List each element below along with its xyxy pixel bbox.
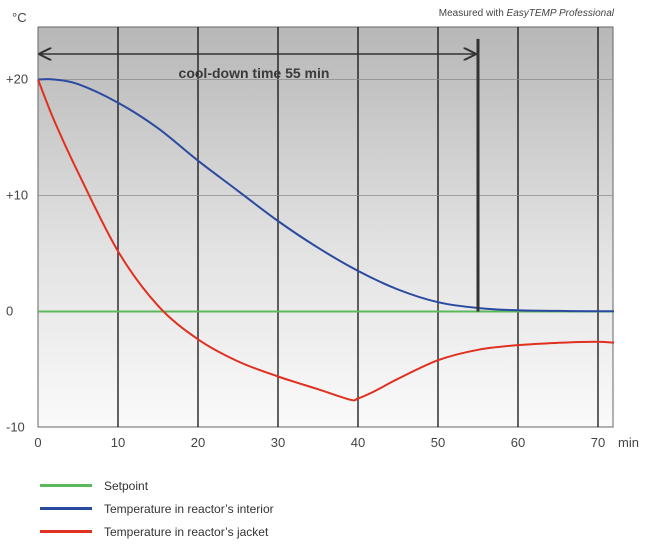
x-tick-label: 40 xyxy=(351,435,365,450)
y-tick-label: -10 xyxy=(6,420,25,435)
y-tick-label: +10 xyxy=(6,188,28,203)
series-lines xyxy=(37,78,615,402)
cooldown-annotation: cool-down time 55 min xyxy=(179,65,330,81)
plot-area xyxy=(37,26,614,428)
jacket-temperature-line xyxy=(37,79,615,402)
x-tick-label: 30 xyxy=(271,435,285,450)
x-tick-label: 60 xyxy=(511,435,525,450)
legend-swatch-jacket xyxy=(40,530,92,533)
x-tick-label: 70 xyxy=(591,435,605,450)
x-tick-label: 0 xyxy=(34,435,41,450)
legend-swatch-setpoint xyxy=(40,484,92,487)
legend-item-interior: Temperature in reactor’s interior xyxy=(40,497,440,520)
x-tick-label: 20 xyxy=(191,435,205,450)
x-tick-label: 10 xyxy=(111,435,125,450)
y-tick-labels: +20 +10 0 -10 xyxy=(6,72,28,435)
y-unit-label: °C xyxy=(12,10,27,25)
y-tick-label: 0 xyxy=(6,304,13,319)
legend-swatch-interior xyxy=(40,507,92,510)
legend-label-jacket: Temperature in reactor’s jacket xyxy=(104,524,269,539)
x-unit-label: min xyxy=(618,435,639,450)
interior-temperature-line xyxy=(37,78,614,313)
legend-item-setpoint: Setpoint xyxy=(40,474,440,497)
grid xyxy=(38,27,613,427)
legend-label-interior: Temperature in reactor’s interior xyxy=(104,501,274,516)
legend-label-setpoint: Setpoint xyxy=(104,478,149,493)
legend: Setpoint Temperature in reactor’s interi… xyxy=(40,474,440,543)
y-tick-label: +20 xyxy=(6,72,28,87)
credit-text: Measured with EasyTEMP Professional xyxy=(439,8,615,19)
x-tick-label: 50 xyxy=(431,435,445,450)
x-tick-labels: 0 10 20 30 40 50 60 70 xyxy=(34,435,605,450)
legend-item-jacket: Temperature in reactor’s jacket xyxy=(40,520,440,543)
